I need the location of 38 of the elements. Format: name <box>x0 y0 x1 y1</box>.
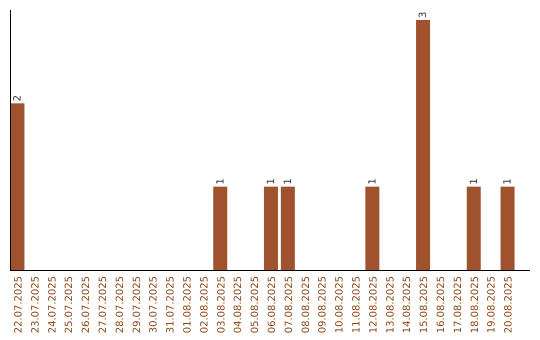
data-label: 1 <box>468 178 480 185</box>
x-tick-label: 18.08.2025 <box>470 276 481 334</box>
x-tick-label: 12.08.2025 <box>368 276 380 334</box>
x-tick-label: 15.08.2025 <box>419 276 430 334</box>
x-tick-label: 28.07.2025 <box>114 276 126 334</box>
x-tick-label: 10.08.2025 <box>334 276 346 334</box>
x-tick-label: 07.08.2025 <box>284 276 295 334</box>
x-tick-label: 08.08.2025 <box>300 276 312 334</box>
x-tick-label: 22.07.2025 <box>13 276 24 334</box>
data-label: 3 <box>418 12 430 18</box>
data-label: 1 <box>502 178 514 185</box>
x-tick-label: 27.07.2025 <box>98 276 109 334</box>
x-tick-label: 30.07.2025 <box>148 276 160 334</box>
x-tick-label: 04.08.2025 <box>233 276 244 334</box>
data-label: 1 <box>215 178 226 185</box>
x-tick-label: 29.07.2025 <box>132 276 143 334</box>
x-tick-label: 26.07.2025 <box>81 276 92 334</box>
x-tick-label: 03.08.2025 <box>216 276 228 334</box>
x-tick-label: 09.08.2025 <box>318 276 329 334</box>
x-tick-label: 19.08.2025 <box>486 276 498 334</box>
data-label: 2 <box>12 94 24 102</box>
x-tick-label: 16.08.2025 <box>436 276 447 334</box>
x-tick-label: 02.08.2025 <box>199 276 210 334</box>
x-tick-label: 20.08.2025 <box>504 276 515 334</box>
x-tick-label: 06.08.2025 <box>266 276 278 334</box>
x-tick-label: 23.07.2025 <box>30 276 42 334</box>
data-label: 1 <box>266 178 277 185</box>
data-label: 1 <box>367 178 378 185</box>
x-tick-label: 25.07.2025 <box>64 276 76 334</box>
data-label: 1 <box>282 178 294 185</box>
x-tick-label: 17.08.2025 <box>452 276 464 334</box>
x-tick-label: 05.08.2025 <box>250 276 262 334</box>
x-tick-label: 11.08.2025 <box>351 276 362 334</box>
x-tick-label: 31.07.2025 <box>166 276 177 334</box>
x-tick-label: 13.08.2025 <box>385 276 396 334</box>
x-tick-label: 14.08.2025 <box>402 276 414 334</box>
x-tick-label: 01.08.2025 <box>182 276 194 334</box>
x-tick-label: 24.07.2025 <box>47 276 58 334</box>
